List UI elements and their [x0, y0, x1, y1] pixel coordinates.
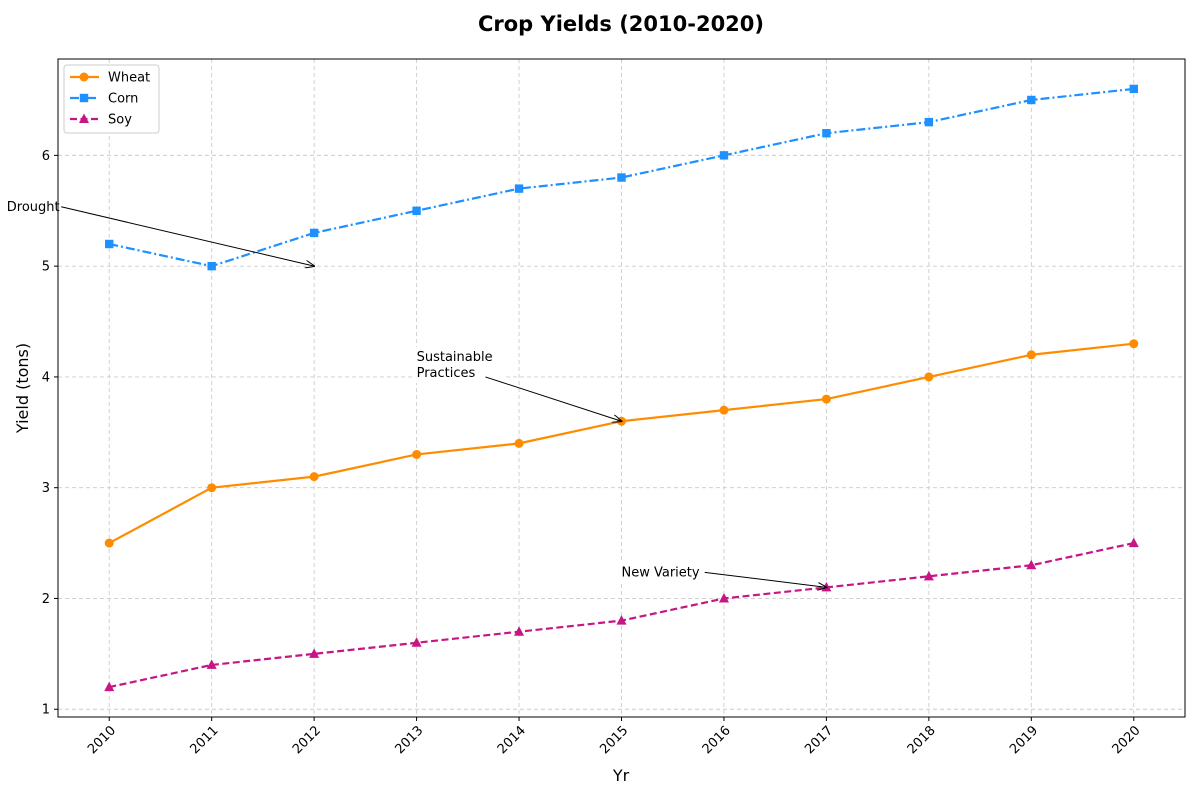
legend-label-corn: Corn	[108, 92, 138, 107]
x-tick-label: 2016	[700, 723, 734, 757]
annotation-bg	[413, 346, 504, 383]
y-tick-label: 6	[42, 149, 50, 164]
annotation-bg	[3, 196, 63, 217]
corn-point	[924, 117, 934, 127]
legend-label-soy: Soy	[108, 113, 132, 128]
legend-item-soy: Soy	[70, 113, 132, 128]
x-tick-label: 2013	[392, 723, 426, 757]
x-tick-label: 2015	[597, 723, 631, 757]
annotation-label: Practices	[417, 366, 476, 381]
wheat-point	[924, 372, 934, 382]
corn-point	[207, 261, 216, 271]
x-tick-label: 2019	[1007, 723, 1041, 757]
y-tick-label: 1	[42, 703, 50, 718]
legend-marker-soy	[79, 113, 89, 123]
legend-marker-corn	[79, 93, 89, 103]
annotation: New Variety	[618, 562, 827, 587]
corn-line	[108, 87, 1134, 268]
wheat-point	[821, 394, 831, 404]
x-tick-label: 2018	[905, 723, 939, 757]
x-tick-label: 2014	[495, 723, 529, 757]
x-tick-label: 2011	[188, 723, 222, 757]
wheat-point	[309, 472, 319, 482]
soy-point	[718, 592, 729, 603]
grid	[58, 59, 1185, 717]
corn-point	[309, 228, 319, 238]
y-axis-label: Yield (tons)	[13, 343, 32, 434]
legend-marker-wheat	[79, 72, 89, 82]
wheat-line	[108, 342, 1134, 545]
y-tick-label: 5	[42, 260, 50, 275]
annotation-bg	[618, 562, 709, 583]
annotation-arrow	[61, 206, 314, 266]
y-tick-label: 4	[42, 370, 50, 385]
corn-point	[1027, 95, 1036, 105]
x-tick-label: 2012	[290, 723, 324, 757]
annotation-arrow	[485, 376, 621, 421]
soy-point	[514, 626, 525, 636]
wheat-point	[1129, 339, 1139, 349]
x-tick-label: 2020	[1110, 723, 1144, 757]
legend-item-corn: Corn	[70, 92, 138, 107]
corn-point	[822, 129, 831, 138]
annotation-arrow	[704, 571, 827, 587]
wheat-point	[207, 483, 217, 493]
legend-box	[63, 64, 160, 134]
series-corn	[105, 84, 1138, 271]
corn-point	[617, 173, 626, 182]
annotation: Drought	[3, 196, 314, 266]
wheat-point	[514, 438, 524, 448]
x-tick-label: 2010	[85, 723, 119, 757]
x-axis-label: Yr	[612, 766, 630, 785]
x-tick-label: 2017	[802, 723, 836, 757]
soy-point	[104, 681, 115, 692]
legend-label-wheat: Wheat	[108, 71, 150, 86]
soy-point	[1026, 559, 1037, 570]
wheat-point	[719, 405, 729, 415]
series-soy	[104, 537, 1139, 692]
annotation-label: Sustainable	[417, 350, 493, 365]
wheat-point	[1026, 350, 1036, 360]
annotation-label: Drought	[7, 200, 60, 215]
soy-point	[923, 570, 934, 581]
corn-point	[514, 184, 524, 193]
chart-title: Crop Yields (2010-2020)	[478, 12, 764, 36]
soy-point	[309, 648, 320, 658]
y-tick-label: 3	[42, 481, 50, 496]
soy-point	[616, 615, 627, 625]
annotation-label: New Variety	[622, 565, 700, 580]
wheat-point	[104, 538, 114, 548]
wheat-point	[412, 449, 422, 459]
legend: Wheat Corn Soy	[63, 64, 160, 134]
soy-point	[411, 637, 422, 647]
y-tick-label: 2	[42, 592, 50, 607]
corn-point	[719, 151, 729, 160]
corn-point	[412, 206, 421, 215]
corn-point	[1129, 84, 1138, 94]
corn-point	[105, 239, 114, 249]
soy-point	[206, 659, 217, 669]
soy-point	[1128, 537, 1139, 548]
legend-item-wheat: Wheat	[70, 71, 150, 86]
